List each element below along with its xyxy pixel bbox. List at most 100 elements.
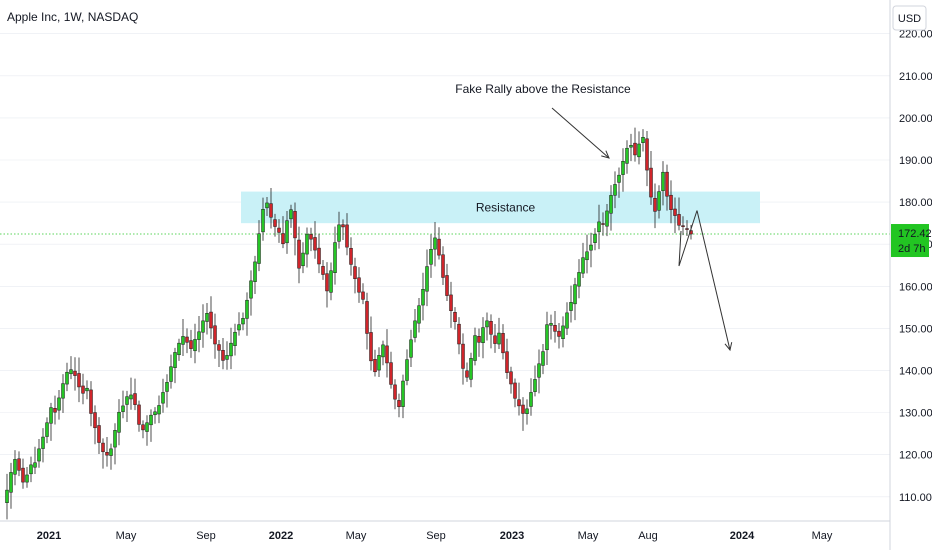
candle-body-up xyxy=(229,342,233,357)
candle xyxy=(321,259,325,280)
candle xyxy=(381,340,385,366)
candle-body-up xyxy=(29,464,33,475)
candle xyxy=(237,312,241,336)
candle-body-down xyxy=(397,400,401,407)
candle-body-up xyxy=(609,195,613,214)
candle-body-down xyxy=(357,277,361,293)
candle-body-up xyxy=(169,366,173,382)
candle xyxy=(633,127,637,162)
currency-button[interactable] xyxy=(892,5,927,31)
time-tick-label: Sep xyxy=(196,530,216,542)
candle-body-up xyxy=(69,369,73,375)
candle xyxy=(505,338,509,379)
candle xyxy=(677,197,681,231)
candle xyxy=(185,328,189,354)
candle-body-up xyxy=(545,324,549,351)
candle xyxy=(353,257,357,294)
price-tick-label: 180.00 xyxy=(899,197,932,209)
candle-body-up xyxy=(41,436,45,449)
last-price-value: 172.42 xyxy=(898,228,932,240)
time-axis[interactable]: 2021 May Sep 2022 May Sep 2023 May Aug 2024 May xyxy=(37,530,833,542)
candle-body-down xyxy=(493,335,497,344)
time-tick-label: Aug xyxy=(638,530,658,542)
candle xyxy=(501,324,505,360)
candle xyxy=(425,249,429,307)
candle xyxy=(593,228,597,251)
candle-body-up xyxy=(125,396,129,405)
candle-body-up xyxy=(585,251,589,261)
candle xyxy=(101,438,105,469)
candle-body-up xyxy=(577,272,581,287)
candle-body-up xyxy=(225,355,229,360)
annotation-arrows xyxy=(551,107,733,352)
candle xyxy=(609,185,613,231)
candle-body-down xyxy=(489,321,493,335)
candle xyxy=(253,255,257,295)
candle-body-up xyxy=(417,305,421,324)
candle xyxy=(201,304,205,348)
candle xyxy=(645,131,649,187)
candle xyxy=(673,197,677,234)
candle xyxy=(181,319,185,357)
candle xyxy=(33,446,37,474)
candle xyxy=(273,213,277,237)
candle-body-down xyxy=(517,399,521,407)
candle xyxy=(157,395,161,424)
candle xyxy=(393,379,397,410)
candle xyxy=(137,400,141,432)
candle xyxy=(525,399,529,425)
candle-body-down xyxy=(297,239,301,269)
candle-body-down xyxy=(77,373,81,388)
candle-body-down xyxy=(669,194,673,210)
candle xyxy=(9,462,13,509)
candle-body-up xyxy=(193,339,197,352)
candle-body-up xyxy=(637,143,641,158)
candle xyxy=(545,311,549,366)
candle xyxy=(69,356,73,380)
candle xyxy=(25,466,29,488)
price-tick-label: 110.00 xyxy=(899,492,932,504)
candle xyxy=(5,473,9,520)
candle-body-up xyxy=(13,459,17,475)
candle xyxy=(641,129,645,152)
candle-body-down xyxy=(633,142,637,156)
projection-arrow xyxy=(696,210,731,351)
candle-body-up xyxy=(641,137,645,144)
candle xyxy=(401,374,405,419)
candle xyxy=(681,216,685,236)
candle-body-down xyxy=(213,325,217,345)
candle xyxy=(177,338,181,361)
candle xyxy=(193,323,197,364)
candle-body-down xyxy=(101,442,105,453)
candle-body-up xyxy=(285,220,289,244)
price-tick-label: 150.00 xyxy=(899,323,932,335)
candle xyxy=(37,438,41,468)
candle-body-up xyxy=(485,320,489,328)
candle xyxy=(517,382,521,416)
candle-body-down xyxy=(501,333,505,354)
candle xyxy=(433,222,437,267)
price-tick-label: 200.00 xyxy=(899,113,932,125)
candle xyxy=(73,357,77,391)
candle-body-down xyxy=(557,330,561,337)
candle-body-up xyxy=(469,358,473,380)
candle-body-down xyxy=(553,325,557,332)
rally-arrow-head xyxy=(601,150,610,159)
candle xyxy=(289,204,293,228)
candle-body-down xyxy=(601,223,605,225)
candle xyxy=(149,409,153,442)
projection-arrow-head xyxy=(724,342,733,352)
price-axis[interactable]: 110.00120.00130.00140.00150.00160.00170.… xyxy=(899,29,932,504)
candle xyxy=(85,380,89,400)
candle xyxy=(541,343,545,375)
candle-body-down xyxy=(441,254,445,278)
candle-body-up xyxy=(425,266,429,292)
candle-body-down xyxy=(217,344,221,351)
candle-body-up xyxy=(569,302,573,311)
candle xyxy=(113,423,117,465)
candle xyxy=(409,329,413,368)
candle-body-down xyxy=(457,323,461,345)
candle-body-up xyxy=(33,462,37,468)
